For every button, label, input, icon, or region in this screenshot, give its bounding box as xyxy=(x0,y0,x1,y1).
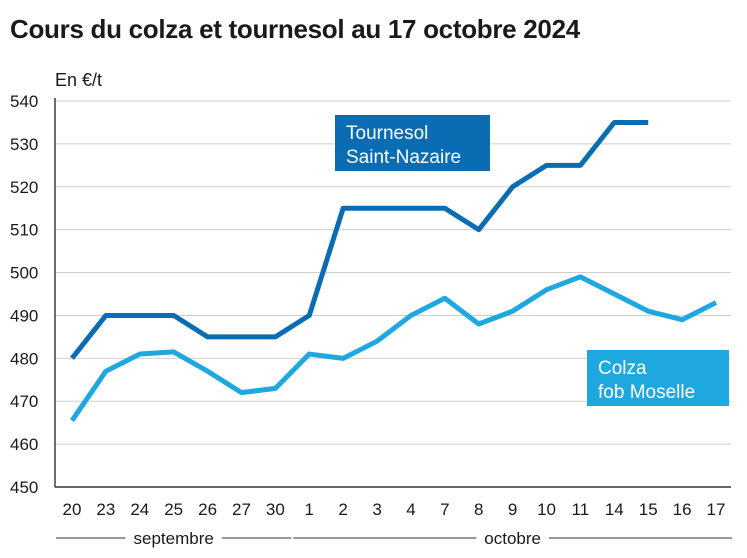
y-tick-label: 540 xyxy=(10,92,38,111)
series-line xyxy=(70,119,649,360)
x-tick-label: 2 xyxy=(338,500,347,519)
y-axis-unit-label: En €/t xyxy=(55,70,102,90)
x-tick-label: 11 xyxy=(572,500,590,519)
series-line xyxy=(69,274,718,422)
x-tick-label: 16 xyxy=(673,500,692,519)
x-tick-label: 15 xyxy=(639,500,658,519)
x-tick-label: 23 xyxy=(96,500,115,519)
legend-label: Tournesol xyxy=(346,123,428,144)
x-tick-label: 8 xyxy=(474,500,483,519)
legend-label: fob Moselle xyxy=(598,382,695,403)
x-tick-label: 27 xyxy=(232,500,251,519)
y-tick-label: 500 xyxy=(10,264,38,283)
x-tick-label: 20 xyxy=(63,500,82,519)
y-tick-label: 450 xyxy=(10,478,38,497)
x-tick-label: 9 xyxy=(508,500,517,519)
month-label: octobre xyxy=(484,529,541,548)
x-tick-label: 17 xyxy=(707,500,726,519)
x-tick-label: 30 xyxy=(266,500,285,519)
y-tick-label: 510 xyxy=(10,221,38,240)
x-tick-label: 26 xyxy=(198,500,217,519)
x-tick-label: 24 xyxy=(130,500,149,519)
x-tick-label: 3 xyxy=(372,500,381,519)
x-tick-label: 1 xyxy=(305,500,314,519)
x-tick-label: 7 xyxy=(440,500,449,519)
y-tick-label: 470 xyxy=(10,392,38,411)
y-tick-label: 460 xyxy=(10,435,38,454)
legend-label: Colza xyxy=(598,358,647,379)
legend-box xyxy=(335,115,490,171)
y-tick-label: 480 xyxy=(10,349,38,368)
x-tick-label: 4 xyxy=(406,500,415,519)
legend-box xyxy=(587,350,729,406)
chart-title: Cours du colza et tournesol au 17 octobr… xyxy=(10,14,580,44)
x-tick-label: 10 xyxy=(537,500,556,519)
legend-label: Saint-Nazaire xyxy=(346,147,461,168)
y-tick-label: 520 xyxy=(10,178,38,197)
x-tick-label: 14 xyxy=(605,500,624,519)
x-tick-label: 25 xyxy=(164,500,183,519)
y-tick-label: 490 xyxy=(10,306,38,325)
y-tick-label: 530 xyxy=(10,135,38,154)
month-label: septembre xyxy=(134,529,214,548)
